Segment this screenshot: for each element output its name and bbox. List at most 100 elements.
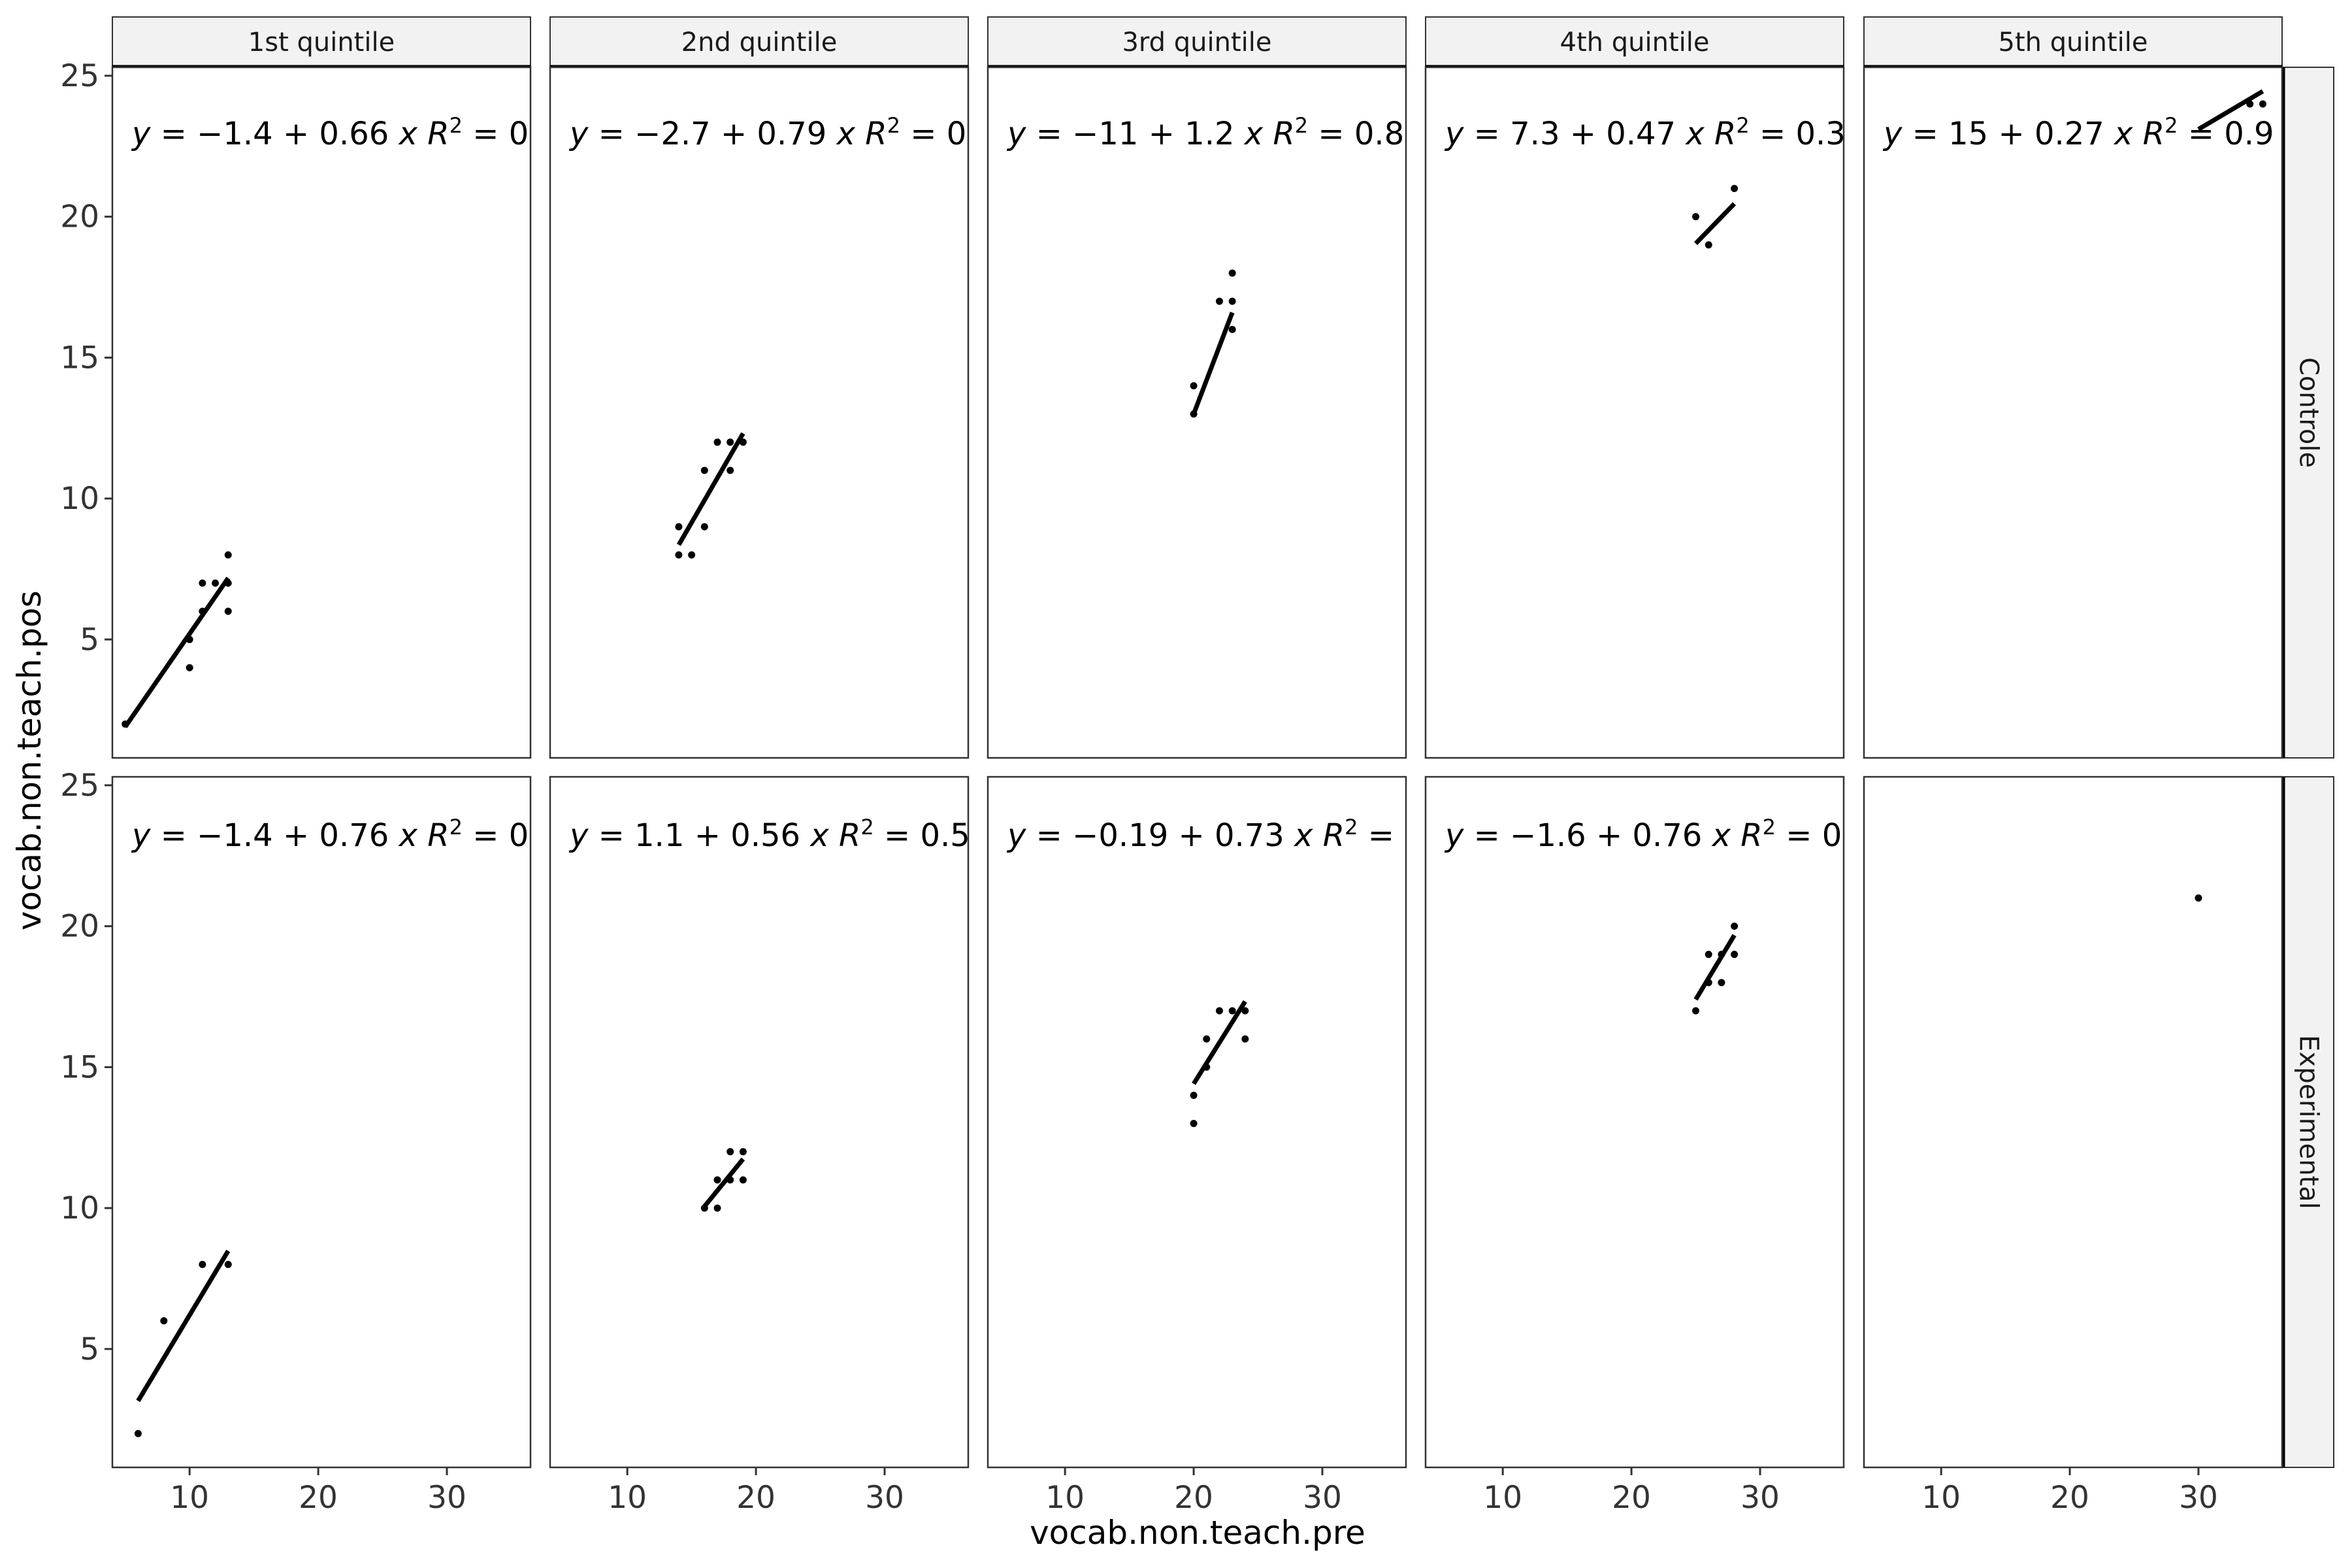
regression-equation: y = 1.1 + 0.56 x R2 = 0.5 — [568, 815, 970, 854]
data-point — [212, 580, 220, 587]
panel-controle-4: y = 7.3 + 0.47 x R2 = 0.3 — [1424, 66, 1846, 759]
panel-frame — [1424, 66, 1845, 759]
equation-part: x — [1684, 116, 1705, 152]
panel-frame — [1863, 66, 2283, 759]
equation-part: = −1.6 + 0.76 — [1463, 817, 1712, 854]
data-point — [713, 438, 721, 446]
y-tick-label: 20 — [60, 199, 99, 235]
equation-part: R — [1323, 817, 1345, 854]
equation-part: 2 — [1736, 113, 1749, 138]
data-point — [739, 1148, 747, 1156]
equation-part: x — [1711, 817, 1731, 854]
panel-content: y = −1.4 + 0.76 x R2 = 0 — [131, 815, 529, 1437]
equation-part — [1313, 817, 1323, 854]
panel-controle-1: y = −1.4 + 0.66 x R2 = 0 — [111, 66, 532, 759]
equation-part: R — [865, 116, 887, 152]
equation-part: 2 — [1345, 815, 1358, 840]
data-point — [700, 1204, 708, 1212]
regression-equation: y = −1.4 + 0.66 x R2 = 0 — [131, 113, 529, 152]
equation-part — [1731, 817, 1740, 854]
panel-controle-3: y = −11 + 1.2 x R2 = 0.8 — [987, 66, 1407, 759]
panel-content — [2195, 894, 2202, 902]
equation-part: x — [2113, 116, 2133, 152]
y-tick-label: 10 — [60, 1190, 99, 1226]
equation-part: R — [427, 116, 449, 152]
equation-part: R — [427, 817, 449, 854]
equation-part — [855, 116, 865, 152]
x-tick-label: 20 — [299, 1480, 338, 1516]
regression-line — [123, 576, 231, 728]
equation-part: = 0.8 — [1308, 116, 1404, 152]
equation-part: = −1.4 + 0.66 — [150, 116, 399, 152]
panel-experimental-5 — [1863, 776, 2283, 1469]
data-point — [2246, 100, 2254, 108]
equation-part: 2 — [1295, 113, 1308, 138]
x-tick-label: 20 — [736, 1480, 776, 1516]
data-point — [727, 466, 734, 474]
data-point — [1718, 951, 1725, 958]
regression-line — [1694, 202, 1737, 246]
data-point — [134, 1429, 142, 1437]
column-strip-3: 3rd quintile — [987, 16, 1407, 69]
data-point — [727, 1176, 734, 1184]
panel-content: y = −1.4 + 0.66 x R2 = 0 — [122, 113, 529, 728]
y-axis-title: vocab.non.teach.pos — [10, 591, 48, 930]
strip-background — [112, 16, 531, 67]
equation-part: R — [1740, 817, 1762, 854]
equation-part: y — [1006, 817, 1026, 854]
data-point — [1228, 297, 1236, 305]
data-point — [688, 551, 696, 559]
row-strip-experimental: Experimental — [2281, 776, 2334, 1468]
data-point — [1215, 297, 1223, 305]
panel-experimental-1: y = −1.4 + 0.76 x R2 = 0 — [111, 776, 532, 1469]
data-point — [199, 580, 206, 587]
column-strip-label: 3rd quintile — [1122, 27, 1271, 57]
x-tick-label: 10 — [1921, 1480, 1961, 1516]
panel-frame — [1863, 776, 2283, 1469]
data-point — [1190, 382, 1198, 390]
panel-experimental-3: y = −0.19 + 0.73 x R2 = — [987, 776, 1407, 1469]
column-strip-1: 1st quintile — [112, 16, 531, 69]
equation-part: x — [836, 116, 856, 152]
column-strip-label: 5th quintile — [1999, 27, 2148, 57]
data-point — [1215, 1007, 1223, 1015]
equation-part: R — [1273, 116, 1294, 152]
y-tick-label: 5 — [80, 622, 99, 658]
data-point — [224, 551, 232, 559]
equation-part: = 1.1 + 0.56 — [588, 817, 810, 854]
data-point — [1692, 1007, 1700, 1015]
regression-equation: y = −2.7 + 0.79 x R2 = 0 — [568, 113, 966, 152]
equation-part: 2 — [2164, 113, 2178, 138]
equation-part: x — [1243, 116, 1264, 152]
panel-frame — [549, 776, 970, 1469]
strip-background — [2283, 67, 2334, 759]
column-strip-label: 1st quintile — [248, 27, 395, 57]
x-tick-label: 10 — [608, 1480, 647, 1516]
x-tick-label: 30 — [865, 1480, 904, 1516]
row-strip-label: Experimental — [2294, 1035, 2324, 1209]
regression-equation: y = 7.3 + 0.47 x R2 = 0.3 — [1444, 113, 1846, 152]
panel-controle-2: y = −2.7 + 0.79 x R2 = 0 — [549, 66, 970, 759]
equation-part: R — [839, 817, 860, 854]
y-tick-label: 10 — [60, 481, 99, 517]
equation-part: 2 — [887, 113, 900, 138]
data-point — [1692, 213, 1700, 221]
y-tick-label: 15 — [60, 340, 99, 376]
panel-content: y = −2.7 + 0.79 x R2 = 0 — [568, 113, 966, 559]
row-strip-label: Controle — [2294, 357, 2324, 468]
equation-part: = — [1358, 817, 1394, 854]
x-tick-label: 20 — [1174, 1480, 1213, 1516]
data-point — [1718, 979, 1725, 987]
data-point — [1190, 1092, 1198, 1100]
data-point — [727, 1148, 734, 1156]
regression-line — [1191, 312, 1235, 415]
equation-part: 2 — [860, 815, 874, 840]
data-point — [122, 720, 129, 728]
regression-equation: y = −1.6 + 0.76 x R2 = 0 — [1444, 815, 1842, 854]
x-tick-label: 30 — [427, 1480, 466, 1516]
x-tick-label: 30 — [2179, 1480, 2218, 1516]
data-point — [1705, 979, 1712, 987]
regression-equation: y = −1.4 + 0.76 x R2 = 0 — [131, 815, 529, 854]
x-tick-label: 20 — [1612, 1480, 1651, 1516]
